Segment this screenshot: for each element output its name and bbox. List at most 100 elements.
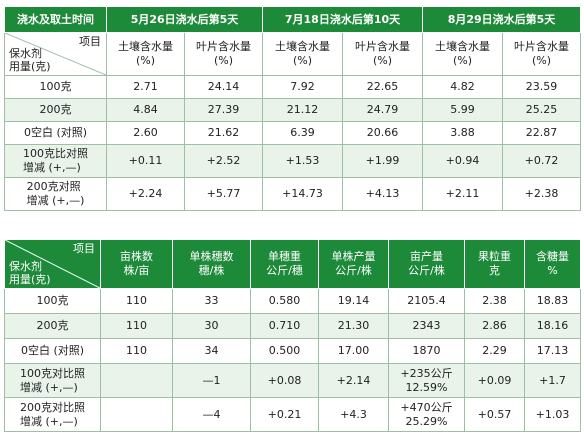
- header-yield-per-mu: 亩产量 公斤/株: [388, 239, 465, 289]
- date-header-2: 7月18日浇水后第10天: [262, 6, 423, 33]
- corner-dose-label: 保水剂 用量(克): [9, 260, 51, 286]
- table-cell: 4.84: [106, 98, 185, 122]
- table-cell: +1.99: [342, 144, 423, 178]
- yield-quality-table: 项目 保水剂 用量(克) 亩株数 株/亩 单株穗数 穗/株 单穗重 公斤/穗 单株…: [4, 239, 581, 432]
- table-cell: 22.65: [342, 75, 423, 99]
- table-cell: 110: [100, 338, 173, 364]
- table-cell: 21.12: [262, 98, 343, 122]
- table-cell: 2105.4: [388, 288, 465, 314]
- date-header-3: 8月29日浇水后第5天: [422, 6, 581, 33]
- table-row: 0空白 (对照) 110 34 0.500 17.00 1870 2.29 17.13: [4, 338, 581, 364]
- table-cell: 21.62: [184, 121, 263, 145]
- table-cell: 33: [172, 288, 251, 314]
- row-label: 100克: [4, 288, 101, 314]
- header-plants-per-mu: 亩株数 株/亩: [100, 239, 173, 289]
- table-cell: +0.11: [106, 144, 185, 178]
- table-cell: 3.88: [422, 121, 503, 145]
- col-soil-3: 土壤含水量 (%): [422, 32, 503, 76]
- table-cell: —4: [172, 397, 251, 432]
- header-cluster-weight: 单穗重 公斤/穗: [250, 239, 319, 289]
- table-cell: 2.38: [464, 288, 525, 314]
- table-cell: 6.39: [262, 121, 343, 145]
- table-cell: [100, 397, 173, 432]
- table-cell: 5.99: [422, 98, 503, 122]
- table-cell: [100, 363, 173, 398]
- table-cell: +14.73: [262, 177, 343, 211]
- row-label: 100克比对照 增减 (+,—): [4, 144, 107, 178]
- table-cell: +2.38: [502, 177, 581, 211]
- table-cell: 1870: [388, 338, 465, 364]
- soil-leaf-moisture-table: 浇水及取土时间 5月26日浇水后第5天 7月18日浇水后第10天 8月29日浇水…: [4, 6, 581, 211]
- header-sugar-content: 含糖量 %: [524, 239, 581, 289]
- col-soil-1: 土壤含水量 (%): [106, 32, 185, 76]
- col-leaf-3: 叶片含水量 (%): [502, 32, 581, 76]
- table-cell: 110: [100, 313, 173, 339]
- table-cell: 24.79: [342, 98, 423, 122]
- table-cell: 21.30: [318, 313, 389, 339]
- table-cell: 2.71: [106, 75, 185, 99]
- corner-dose-label: 保水剂 用量(克): [9, 47, 51, 73]
- table-cell: 0.500: [250, 338, 319, 364]
- table-cell: +1.53: [262, 144, 343, 178]
- table-cell: 0.710: [250, 313, 319, 339]
- table-cell: +470公斤 25.29%: [388, 397, 465, 432]
- table-cell: 30: [172, 313, 251, 339]
- table-cell: 17.00: [318, 338, 389, 364]
- date-header-1: 5月26日浇水后第5天: [106, 6, 263, 33]
- table-cell: 4.82: [422, 75, 503, 99]
- table-cell: 17.13: [524, 338, 581, 364]
- table-cell: 25.25: [502, 98, 581, 122]
- table-cell: —1: [172, 363, 251, 398]
- table-cell: 18.83: [524, 288, 581, 314]
- table-cell: +2.52: [184, 144, 263, 178]
- row-label: 100克: [4, 75, 107, 99]
- row-label: 200克: [4, 313, 101, 339]
- table-cell: 7.92: [262, 75, 343, 99]
- table-cell: +2.11: [422, 177, 503, 211]
- table-row: 200克对照 增减 (+,—) +2.24 +5.77 +14.73 +4.13 +2.1…: [4, 177, 581, 211]
- corner-item-label: 项目: [79, 35, 101, 48]
- table-cell: +0.94: [422, 144, 503, 178]
- header-clusters-per-plant: 单株穗数 穗/株: [172, 239, 251, 289]
- table-cell: +0.21: [250, 397, 319, 432]
- row-label: 200克对比照 增减 (+,—): [4, 397, 101, 432]
- table-cell: +1.03: [524, 397, 581, 432]
- table-cell: 110: [100, 288, 173, 314]
- row-label: 200克: [4, 98, 107, 122]
- col-leaf-2: 叶片含水量 (%): [342, 32, 423, 76]
- table1-diagonal-header: 项目 保水剂 用量(克): [4, 32, 107, 76]
- row-label: 0空白 (对照): [4, 338, 101, 364]
- table-cell: 20.66: [342, 121, 423, 145]
- table-cell: 2343: [388, 313, 465, 339]
- table-cell: +2.14: [318, 363, 389, 398]
- table-cell: +4.3: [318, 397, 389, 432]
- diagonal-line: [5, 240, 100, 288]
- table1-corner-title: 浇水及取土时间: [4, 6, 107, 33]
- table-cell: +4.13: [342, 177, 423, 211]
- table-cell: +2.24: [106, 177, 185, 211]
- table-cell: 2.60: [106, 121, 185, 145]
- row-label: 0空白 (对照): [4, 121, 107, 145]
- table-row: 200克 110 30 0.710 21.30 2343 2.86 18.16: [4, 313, 581, 339]
- table-row: 100克比对照 增减 (+,—) +0.11 +2.52 +1.53 +1.99 +0.9…: [4, 144, 581, 178]
- header-yield-per-plant: 单株产量 公斤/株: [318, 239, 389, 289]
- row-label: 100克对比照 增减 (+,—): [4, 363, 101, 398]
- table-cell: 19.14: [318, 288, 389, 314]
- col-soil-2: 土壤含水量 (%): [262, 32, 343, 76]
- table-cell: 23.59: [502, 75, 581, 99]
- table-cell: +0.08: [250, 363, 319, 398]
- header-berry-weight: 果粒重 克: [464, 239, 525, 289]
- col-leaf-1: 叶片含水量 (%): [184, 32, 263, 76]
- table-row: 0空白 (对照) 2.60 21.62 6.39 20.66 3.88 22.87: [4, 121, 581, 145]
- table-row: 100克 2.71 24.14 7.92 22.65 4.82 23.59: [4, 75, 581, 99]
- table-cell: 2.86: [464, 313, 525, 339]
- table-cell: +1.7: [524, 363, 581, 398]
- table-cell: +0.72: [502, 144, 581, 178]
- table-cell: 24.14: [184, 75, 263, 99]
- table-cell: 34: [172, 338, 251, 364]
- corner-item-label: 项目: [73, 242, 95, 255]
- table-row: 100克 110 33 0.580 19.14 2105.4 2.38 18.83: [4, 288, 581, 314]
- table-cell: 18.16: [524, 313, 581, 339]
- row-label: 200克对照 增减 (+,—): [4, 177, 107, 211]
- table-row: 200克对比照 增减 (+,—) —4 +0.21 +4.3 +470公斤 25.29%…: [4, 397, 581, 432]
